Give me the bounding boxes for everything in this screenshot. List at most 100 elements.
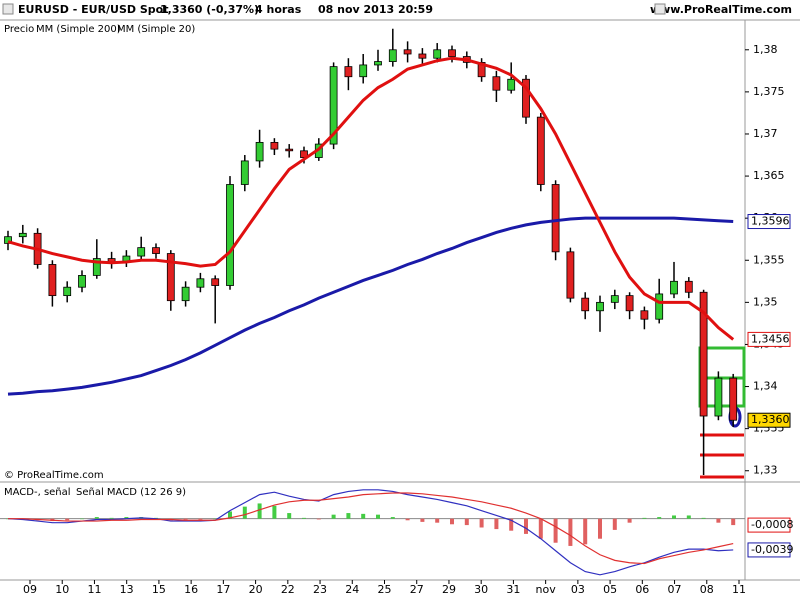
x-tick-label: 20 [249, 583, 263, 596]
price-tag [747, 214, 791, 230]
histogram-bar [331, 514, 336, 519]
price-tag-label: -0,0039 [751, 543, 793, 556]
histogram-bar [94, 517, 99, 519]
histogram-bar [627, 518, 632, 523]
candle-body [137, 247, 146, 257]
histogram-bar [612, 518, 617, 530]
x-tick-label: 30 [474, 583, 488, 596]
histogram-bar [598, 518, 602, 539]
candle-body [536, 116, 545, 185]
candle-body [359, 64, 368, 78]
x-tick-label: 15 [152, 583, 166, 596]
x-tick-label: 24 [345, 583, 359, 596]
histogram-bar [80, 518, 84, 520]
y-tick-label: 1,38 [753, 43, 778, 56]
histogram-bar [390, 517, 395, 519]
y-tick-label: 1,37 [753, 127, 778, 140]
x-tick-label: 09 [23, 583, 37, 596]
candle-body [211, 278, 220, 286]
ma-line [7, 56, 735, 341]
histogram-bar [568, 518, 573, 546]
candle-body [522, 78, 530, 118]
price-tag [747, 412, 791, 428]
settings-icon[interactable] [654, 3, 666, 15]
x-tick-label: 31 [506, 583, 520, 596]
x-tick-label: 07 [668, 583, 682, 596]
histogram-bar [198, 518, 203, 520]
candle-body [418, 53, 427, 59]
x-tick-label: 06 [635, 583, 649, 596]
candle-body [684, 280, 693, 293]
site: www.ProRealTime.com [650, 3, 792, 16]
histogram-bar [316, 518, 321, 520]
y-tick-label: 1,33 [753, 464, 778, 477]
datetime: 08 nov 2013 20:59 [318, 3, 433, 16]
y-tick-label: 1,35 [753, 295, 778, 308]
candle-body [255, 141, 264, 162]
histogram-bar [287, 513, 292, 519]
histogram-bar [361, 513, 366, 519]
candle-body [655, 293, 664, 320]
histogram-bar [672, 515, 676, 519]
histogram-bar [124, 517, 129, 519]
ma-line [7, 216, 734, 396]
histogram-bar [420, 518, 425, 522]
price-tag-label: 1,3456 [751, 332, 790, 345]
candle-body [625, 295, 634, 312]
x-tick-label: 29 [442, 583, 456, 596]
histogram-bar [450, 518, 454, 525]
price-tag [747, 331, 791, 347]
panel-subtitle: Señal MACD (12 26 9) [76, 487, 186, 498]
price-tag-label: 1,3596 [751, 215, 790, 228]
x-tick-label: 10 [55, 583, 69, 596]
histogram-bar [642, 517, 647, 519]
candle-body [196, 278, 205, 288]
quote: 1,3360 (-0,37%) [160, 3, 259, 16]
histogram-bar [731, 518, 736, 526]
histogram-bar [494, 518, 499, 530]
candle-body [270, 141, 279, 150]
x-tick-label: 25 [378, 583, 392, 596]
histogram-bar [346, 513, 351, 519]
candle-body [226, 184, 234, 286]
histogram-bar [524, 518, 528, 534]
histogram-bar [509, 518, 514, 531]
histogram-bar [686, 515, 691, 519]
histogram-bar [109, 517, 114, 519]
candle-body [714, 377, 723, 417]
histogram-bar [553, 518, 558, 543]
macd-line [7, 489, 734, 576]
histogram-bar [405, 518, 410, 521]
x-tick-label: 05 [603, 583, 617, 596]
histogram-bar [583, 518, 588, 545]
y-tick-label: 1,375 [753, 85, 785, 98]
histogram-bar [183, 518, 188, 520]
histogram-bar [302, 517, 306, 519]
candle-body [18, 232, 27, 238]
candle-body [285, 148, 294, 152]
legend-entry: MM (Simple 200) [36, 24, 121, 35]
x-tick-label: 13 [120, 583, 134, 596]
histogram-bar [272, 505, 277, 519]
histogram-bar [479, 518, 484, 528]
candle-body [566, 251, 575, 299]
price-tag [747, 542, 791, 558]
candle-body [181, 286, 190, 302]
menu-icon[interactable] [2, 3, 14, 15]
histogram-bar [464, 518, 469, 526]
x-tick-label: 17 [216, 583, 230, 596]
price-tag-label: 1,3360 [751, 413, 790, 426]
candle-body [240, 160, 249, 185]
candle-body [551, 184, 560, 253]
x-tick-label: 16 [184, 583, 198, 596]
candle-body [729, 377, 738, 421]
candle-body [448, 49, 456, 57]
candle-body [388, 49, 397, 62]
candle-body [92, 258, 101, 276]
histogram-bar [716, 518, 721, 523]
price-tag [747, 517, 791, 533]
x-tick-label: 11 [732, 583, 746, 596]
histogram-bar [657, 517, 662, 519]
histogram-bar [257, 503, 262, 519]
